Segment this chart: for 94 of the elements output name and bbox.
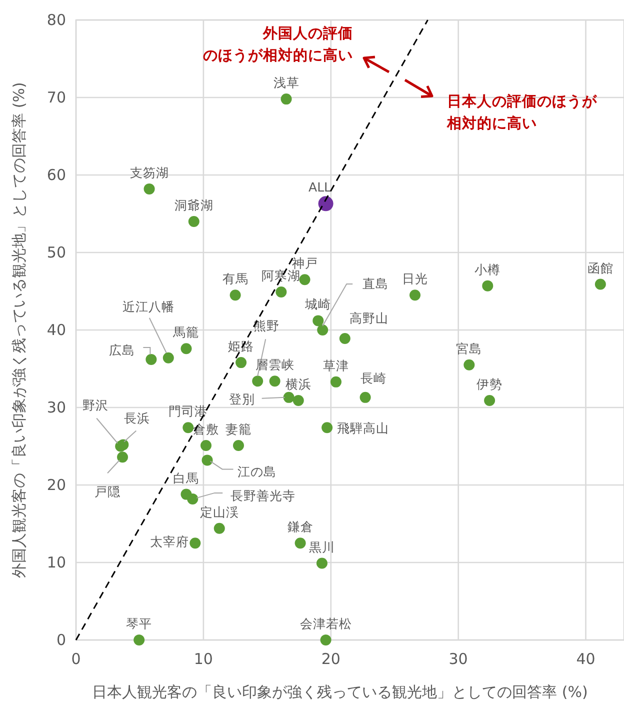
data-label: ALL	[308, 180, 332, 195]
point	[144, 183, 155, 194]
point	[312, 315, 324, 326]
data-label: 馬籠	[172, 324, 200, 340]
x-tick-label: 40	[576, 650, 596, 668]
data-label: 長崎	[360, 370, 386, 386]
data-label: 長野善光寺	[230, 488, 296, 503]
point	[190, 538, 201, 549]
data-label: 層雲峡	[255, 357, 294, 372]
data-label: 飛騨高山	[337, 420, 390, 436]
data-label: 伊勢	[476, 376, 503, 392]
x-axis-title: 日本人観光客の「良い印象が強く残っている観光地」としての回答率 (%)	[92, 683, 588, 701]
y-tick-label: 20	[46, 476, 66, 494]
point	[180, 343, 192, 354]
y-tick-label: 40	[46, 321, 66, 339]
point	[118, 439, 129, 450]
y-tick-label: 0	[56, 631, 66, 649]
data-label: 妻籠	[225, 421, 252, 436]
data-label: 小樽	[474, 262, 501, 277]
point	[280, 94, 292, 105]
data-label: 高野山	[349, 310, 388, 326]
data-label: 城崎	[304, 296, 332, 312]
y-tick-label: 70	[46, 88, 66, 106]
point	[594, 278, 606, 290]
point	[294, 538, 306, 549]
data-label: 日光	[402, 271, 428, 286]
point	[464, 359, 475, 370]
x-tick-label: 20	[321, 650, 340, 668]
point	[188, 216, 200, 227]
point	[252, 376, 264, 387]
data-label: 黒川	[308, 539, 335, 554]
y-axis-title: 外国人観光客の「良い印象が強く残っている観光地」としての回答率 (%)	[10, 82, 28, 578]
data-label: 野沢	[82, 397, 109, 412]
data-label: 有馬	[222, 271, 248, 286]
data-label: 浅草	[273, 75, 300, 90]
annotation: 外国人の評価のほうが相対的に高い	[203, 25, 353, 64]
data-label: 支笏湖	[130, 164, 169, 180]
data-label: 白馬	[173, 470, 200, 486]
point	[230, 290, 241, 301]
data-label: 長浜	[124, 410, 150, 426]
point	[134, 634, 145, 646]
annotation: 日本人の評価のほうが相対的に高い	[446, 93, 598, 132]
point	[292, 395, 304, 406]
data-label: 広島	[109, 342, 136, 358]
data-label: 会津若松	[300, 616, 352, 631]
y-tick-label: 10	[46, 554, 66, 572]
x-tick-label: 10	[194, 650, 213, 668]
y-tick-label: 30	[46, 398, 66, 416]
point	[484, 395, 496, 406]
y-tick-label: 60	[46, 166, 66, 184]
point	[276, 286, 287, 298]
data-label: 宮島	[456, 340, 482, 356]
point	[317, 324, 328, 336]
point	[236, 357, 247, 368]
point	[283, 392, 294, 403]
y-tick-label: 80	[46, 11, 66, 29]
point	[409, 290, 420, 301]
data-label: 鎌倉	[287, 519, 314, 534]
data-label: 戸隠	[94, 484, 121, 500]
point	[299, 274, 310, 286]
point	[482, 280, 494, 292]
point	[146, 354, 157, 365]
point	[187, 493, 198, 504]
data-label: 洞爺湖	[174, 198, 214, 212]
data-label: 横浜	[285, 376, 312, 392]
data-label: 琴平	[126, 616, 152, 631]
x-tick-label: 0	[71, 650, 81, 668]
point	[339, 333, 350, 344]
point	[360, 392, 371, 403]
point	[322, 422, 333, 434]
data-label: 太宰府	[150, 534, 190, 550]
point	[214, 522, 225, 534]
data-label: 草津	[322, 358, 349, 373]
y-tick-label: 50	[46, 244, 66, 262]
data-label: 江の島	[237, 464, 276, 480]
point	[200, 440, 212, 451]
data-label: 函館	[587, 260, 614, 276]
point	[269, 376, 280, 387]
data-label: 直島	[362, 276, 389, 291]
data-label: 登別	[228, 391, 255, 406]
point	[232, 440, 244, 451]
data-label: 近江八幡	[122, 298, 174, 314]
point	[117, 452, 128, 463]
point	[202, 454, 213, 466]
point	[320, 634, 332, 646]
point	[182, 422, 194, 434]
point	[162, 352, 174, 364]
data-label: 神戸	[292, 256, 318, 271]
data-label: 門司港	[168, 404, 208, 419]
point	[316, 558, 328, 569]
data-label: 定山渓	[200, 504, 239, 520]
x-tick-label: 30	[448, 650, 468, 668]
point	[330, 376, 342, 388]
point	[318, 196, 334, 212]
